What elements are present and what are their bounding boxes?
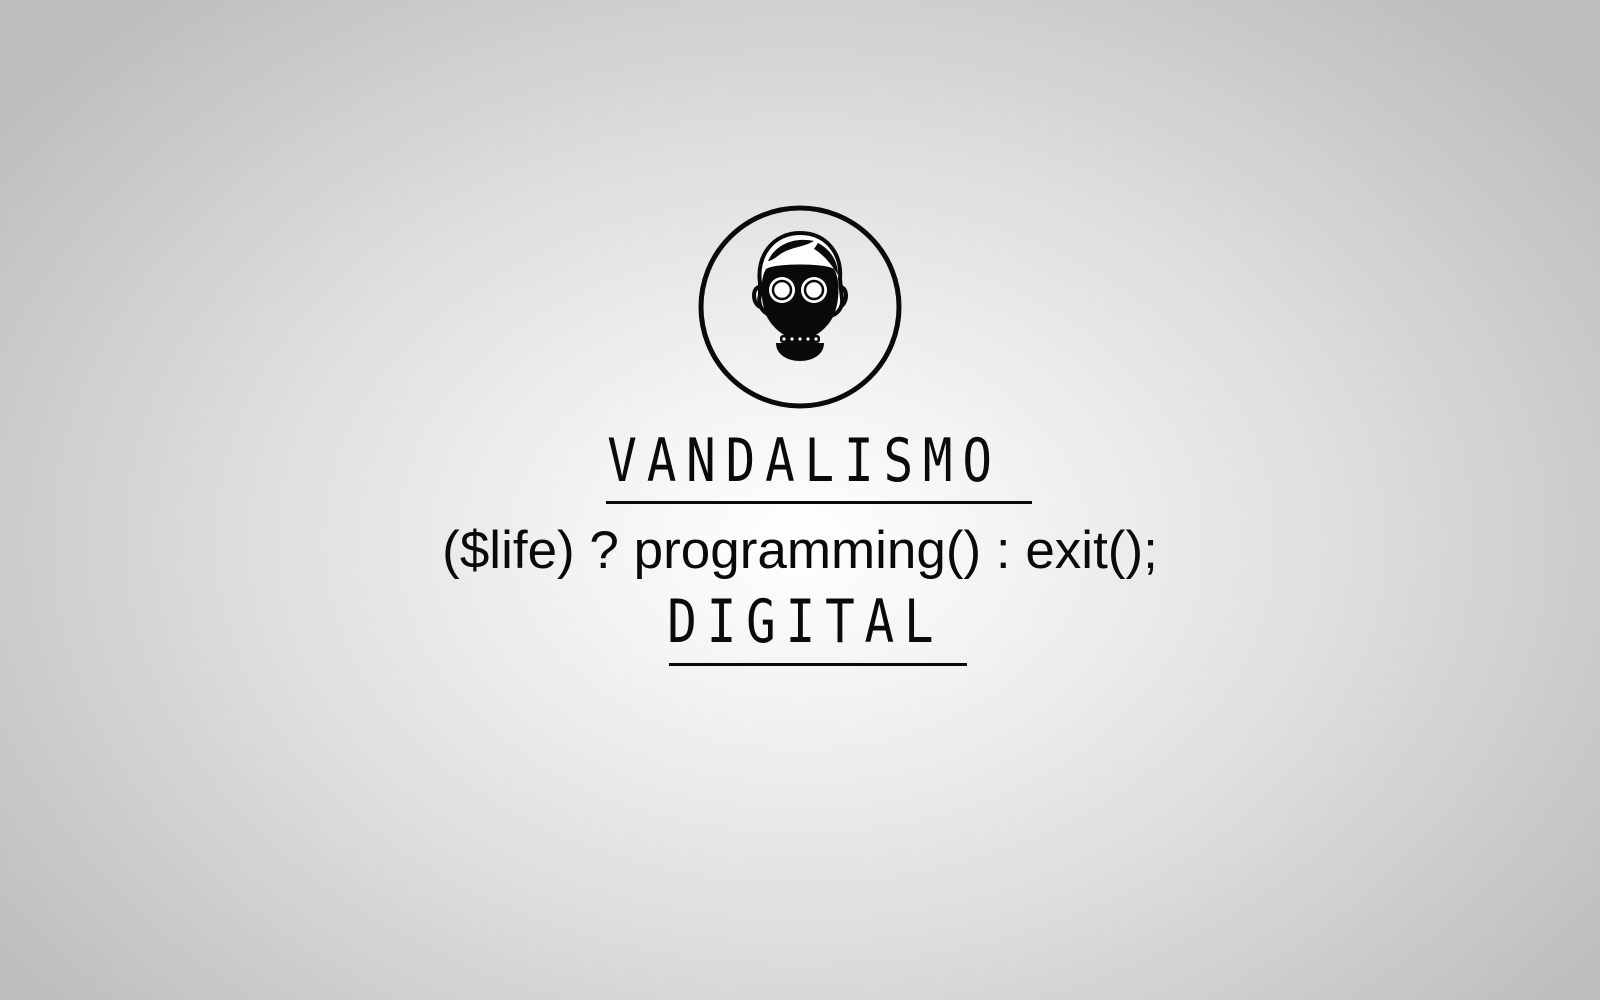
- title-top: VANDALISMO: [607, 426, 1003, 496]
- title-top-underline: [606, 501, 1032, 504]
- tagline: ($life) ? programming() : exit();: [442, 521, 1158, 580]
- title-bottom-line: DIGITAL: [0, 592, 1600, 652]
- title-bottom: DIGITAL: [666, 587, 944, 657]
- title-top-line: VANDALISMO: [0, 431, 1600, 491]
- gas-mask-emblem: [696, 203, 904, 411]
- gas-mask-head-icon: [698, 205, 902, 409]
- title-bottom-underline: [669, 663, 967, 666]
